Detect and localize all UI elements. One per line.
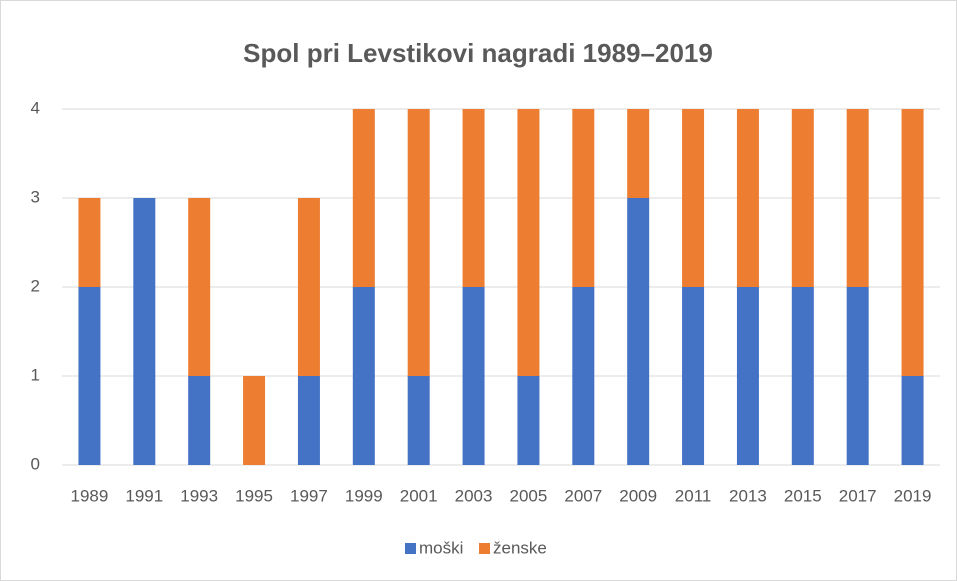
x-tick-label: 1991 (125, 486, 163, 505)
x-tick-label: 1989 (71, 486, 109, 505)
x-tick-label: 1993 (180, 486, 218, 505)
x-tick-label: 2009 (619, 486, 657, 505)
x-tick-label: 2015 (784, 486, 822, 505)
bar-segment (78, 198, 101, 287)
bar-segment (407, 376, 430, 465)
bar-segment (297, 376, 320, 465)
bar-segment (572, 109, 595, 287)
bar-segment (297, 198, 320, 376)
bar-segment (791, 287, 814, 465)
bar-segment (736, 287, 759, 465)
bar-segment (78, 287, 101, 465)
x-tick-label: 2013 (729, 486, 767, 505)
bar-segment (901, 376, 924, 465)
bar-segment (407, 109, 430, 376)
bar-segment (188, 198, 211, 376)
x-tick-label: 1999 (345, 486, 383, 505)
legend-label: ženske (493, 538, 547, 557)
bar-segment (736, 109, 759, 287)
x-tick-label: 1997 (290, 486, 328, 505)
y-tick-label: 4 (31, 98, 40, 117)
bar-segment (682, 287, 705, 465)
bar-segment (352, 287, 375, 465)
x-tick-label: 2019 (894, 486, 932, 505)
bar-segment (901, 109, 924, 376)
y-tick-label: 1 (31, 365, 40, 384)
bar-segment (462, 109, 485, 287)
bar-segment (188, 376, 211, 465)
bar-segment (846, 109, 869, 287)
y-tick-label: 2 (31, 276, 40, 295)
bar-segment (133, 198, 156, 465)
x-tick-label: 2011 (675, 486, 712, 505)
bar-segment (462, 287, 485, 465)
legend-label: moški (419, 538, 463, 557)
y-tick-label: 0 (31, 454, 40, 473)
bar-segment (682, 109, 705, 287)
x-tick-label: 2001 (400, 486, 438, 505)
x-tick-label: 2005 (510, 486, 548, 505)
x-tick-label: 2017 (839, 486, 877, 505)
legend-swatch (479, 543, 490, 554)
bar-segment (352, 109, 375, 287)
chart-title: Spol pri Levstikovi nagradi 1989–2019 (243, 38, 713, 68)
bar-segment (517, 109, 540, 376)
bar-segment (243, 376, 266, 465)
bar-segment (791, 109, 814, 287)
y-tick-label: 3 (31, 187, 40, 206)
x-tick-label: 1995 (235, 486, 273, 505)
bar-segment (627, 198, 650, 465)
bar-segment (627, 109, 650, 198)
x-tick-label: 2003 (455, 486, 493, 505)
bar-segment (517, 376, 540, 465)
bar-segment (846, 287, 869, 465)
bar-segment (572, 287, 595, 465)
legend-swatch (405, 543, 416, 554)
x-tick-label: 2007 (564, 486, 602, 505)
